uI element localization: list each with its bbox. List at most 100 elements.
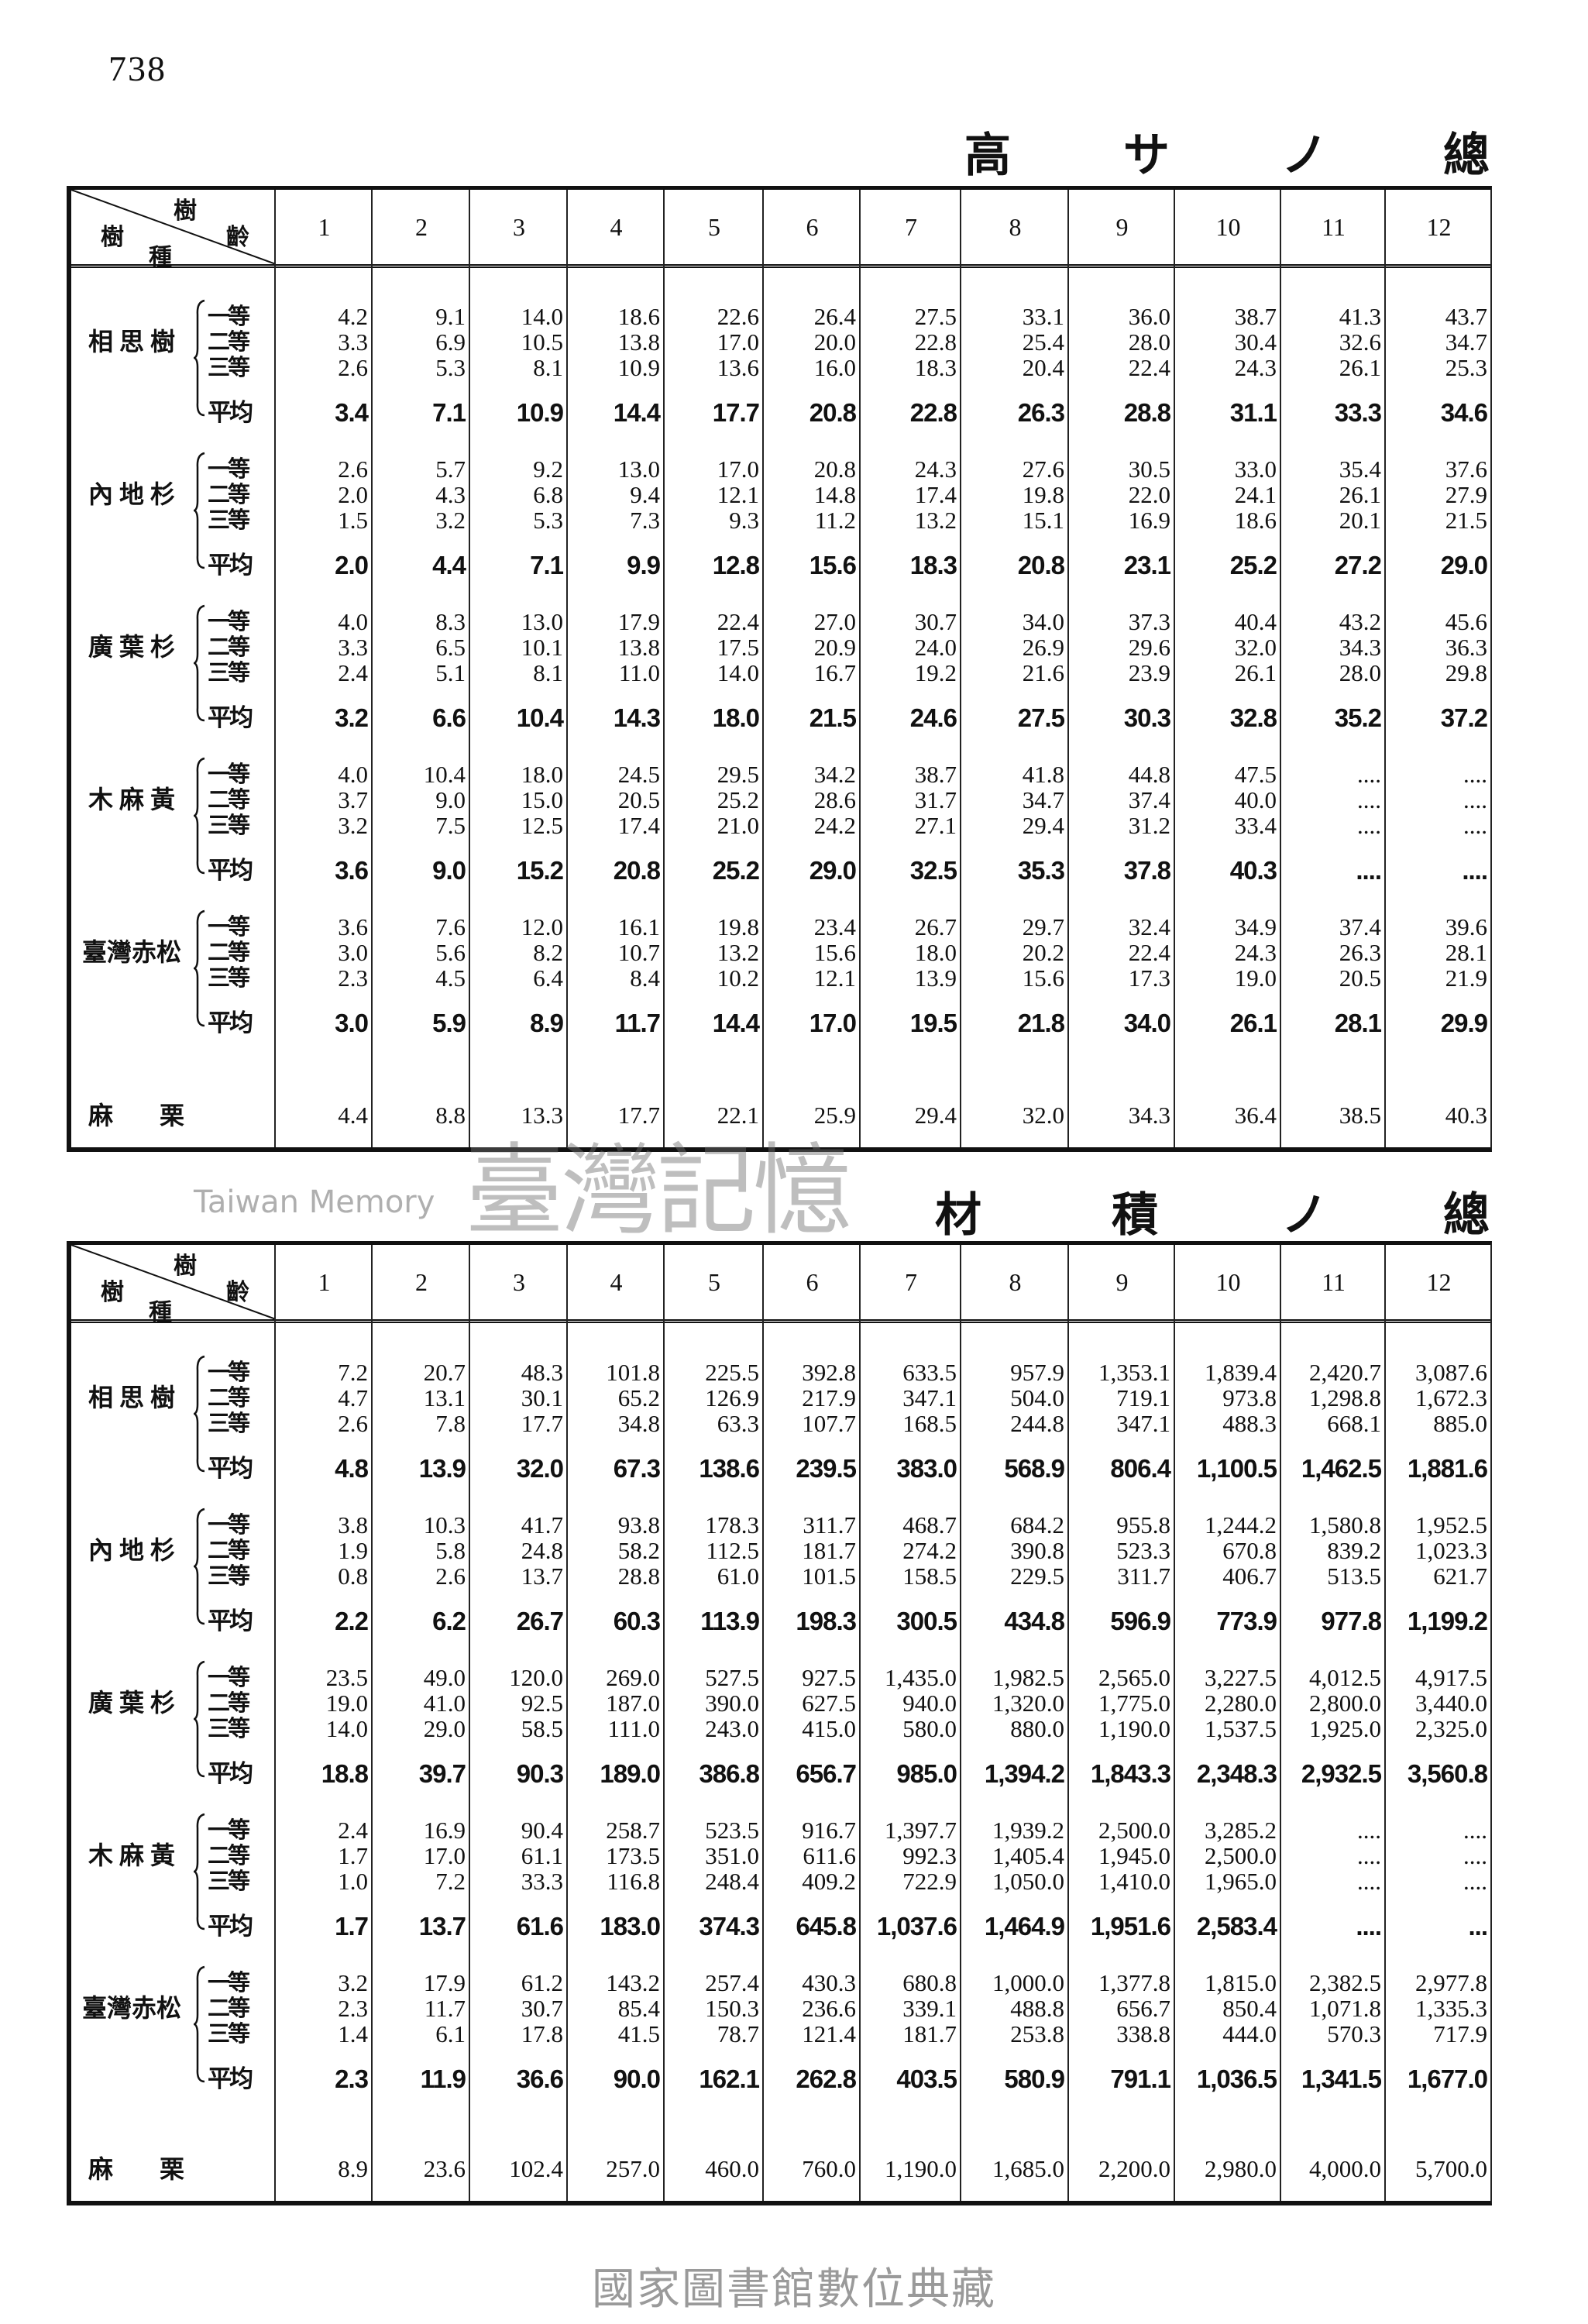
value-cell: 26.1: [1229, 1009, 1277, 1037]
header-label-char: 齡: [226, 1279, 249, 1306]
value-cell: 1,435.0: [885, 1664, 957, 1691]
value-cell: 21.0: [717, 812, 759, 839]
species-group: 一等 7.2 20.7 48.3 101.8 225.5 392.8 633.5 957.9 1,…: [71, 1324, 1490, 1483]
value-cell: 1,672.3: [1415, 1384, 1487, 1411]
grade-row: 三等 2.6 5.3 8.1 10.9 13.6 16.0 18.3 20.4 22.4 24.3 2…: [71, 354, 1490, 381]
species-group: 一等 23.5 49.0 120.0 269.0 527.5 927.5 1,435.0 1,9…: [71, 1629, 1490, 1788]
value-cell: 28.1: [1445, 939, 1487, 966]
row-label-cell: 一等: [71, 1665, 276, 1690]
row-label-cell: 三等: [71, 1868, 276, 1894]
value-cell: 269.0: [606, 1664, 660, 1691]
row-label-cell: 一等: [71, 914, 276, 940]
row-label-cell: 內地杉 二等: [71, 482, 276, 507]
value-cell: 1,982.5: [992, 1664, 1064, 1691]
value-cell: 239.5: [796, 1454, 857, 1483]
header-label-char: 齡: [226, 224, 249, 251]
value-cell: 488.8: [1010, 1995, 1064, 2022]
grade-row: 三等 1.5 3.2 5.3 7.3 9.3 11.2 13.2 15.1 16.9 18.6 20.…: [71, 507, 1490, 534]
grade-row: 內地杉 二等 1.9 5.8 24.8 58.2 112.5 181.7 274.2 390.8 5…: [71, 1537, 1490, 1564]
row-label-cell: 一等: [71, 1512, 276, 1538]
value-cell: 93.8: [617, 1511, 660, 1538]
value-cell: 633.5: [902, 1359, 957, 1386]
value-cell: 3,560.8: [1407, 1759, 1488, 1788]
value-cell: 12.1: [813, 964, 856, 992]
table-body: 一等 7.2 20.7 48.3 101.8 225.5 392.8 633.5 957.9 1,…: [71, 1287, 1490, 2201]
value-cell: 17.0: [717, 328, 759, 356]
value-cell: 90.0: [613, 2064, 661, 2093]
watermark-logo: 臺灣記憶: [465, 1133, 852, 1249]
value-cell: 1,775.0: [1098, 1690, 1170, 1717]
value-cell: 10.9: [617, 354, 660, 381]
value-cell: 189.0: [600, 1759, 661, 1788]
value-cell: 1,945.0: [1098, 1842, 1170, 1869]
average-row: 平均 3.6 9.0 15.2 20.8 25.2 29.0 32.5 35.3 37.8 40.3…: [71, 855, 1490, 886]
value-cell: 24.8: [521, 1537, 563, 1564]
value-cell: 15.6: [1022, 964, 1064, 992]
column-header-age: 8: [1009, 1267, 1022, 1296]
single-species-row: 麻栗 8.9 23.6 102.4 257.0 460.0 760.0 1,190.0 1,68…: [71, 2154, 1490, 2184]
value-cell: 806.4: [1110, 1454, 1171, 1483]
value-cell: ...: [1468, 1912, 1488, 1941]
height-table: 樹齡樹種 1 2 3 4 5 6 7 8 9 10 11 12 一等 4.2 9.1 14.0 18.6 22.6 2…: [67, 186, 1492, 1152]
value-cell: 27.0: [813, 608, 856, 635]
value-cell: 6.2: [432, 1607, 466, 1635]
value-cell: 113.9: [700, 1607, 760, 1635]
species-name: 木麻黃: [88, 785, 182, 814]
grade-row: 三等 14.0 29.0 58.5 111.0 243.0 415.0 580.0 880.0 1…: [71, 1715, 1490, 1742]
value-cell: 20.4: [1022, 354, 1064, 381]
value-cell: 940.0: [902, 1690, 957, 1717]
value-cell: 18.6: [1234, 507, 1277, 534]
value-cell: 880.0: [1010, 1715, 1064, 1742]
value-cell: 488.3: [1222, 1410, 1277, 1437]
value-cell: 33.3: [1334, 398, 1382, 427]
header-label-char: 樹: [174, 198, 197, 225]
value-cell: 523.5: [705, 1817, 759, 1844]
value-cell: 580.9: [1004, 2064, 1065, 2093]
value-cell: 19.8: [1022, 481, 1064, 508]
value-cell: 1,190.0: [885, 2155, 957, 2182]
value-cell: ....: [1463, 786, 1487, 813]
value-cell: 9.4: [630, 481, 660, 508]
row-spacer: [71, 2184, 1490, 2201]
value-cell: 34.0: [1022, 608, 1064, 635]
value-cell: 58.2: [617, 1537, 660, 1564]
table-body: 一等 4.2 9.1 14.0 18.6 22.6 26.4 27.5 33.1 36.0 38.7…: [71, 232, 1490, 1147]
value-cell: 627.5: [802, 1690, 856, 1717]
grade-label: 二等: [208, 939, 250, 965]
grade-label: 三等: [208, 659, 250, 686]
column-header-age: 11: [1322, 1267, 1346, 1296]
average-row: 平均 1.7 13.7 61.6 183.0 374.3 645.8 1,037.6 1,464…: [71, 1911, 1490, 1942]
row-label-cell: 內地杉 二等: [71, 1538, 276, 1563]
row-label-cell: 三等: [71, 1716, 276, 1741]
grade-label: 一等: [208, 1359, 250, 1385]
header-corner-cell: 樹齡樹種: [71, 1245, 276, 1326]
grade-row: 木麻黃 二等 3.7 9.0 15.0 20.5 25.2 28.6 31.7 34.7 37.4 4…: [71, 787, 1490, 813]
value-cell: 16.9: [1128, 507, 1170, 534]
value-cell: 26.3: [1339, 939, 1381, 966]
value-cell: 126.9: [705, 1384, 759, 1411]
value-cell: 40.3: [1229, 856, 1277, 885]
value-cell: 14.0: [717, 659, 759, 686]
row-label-cell: 平均: [71, 1911, 276, 1942]
value-cell: 1,298.8: [1309, 1384, 1381, 1411]
value-cell: 3.0: [338, 939, 368, 966]
grade-row: 臺灣赤松 二等 3.0 5.6 8.2 10.7 13.2 15.6 18.0 20.2 22.4 2…: [71, 939, 1490, 966]
row-label-cell: 麻栗: [71, 2154, 276, 2184]
value-cell: 1,397.7: [885, 1817, 957, 1844]
value-cell: 523.3: [1116, 1537, 1170, 1564]
value-cell: 20.8: [1017, 551, 1065, 579]
species-group: 一等 3.6 7.6 12.0 16.1 19.8 23.4 26.7 29.7 32.4 34.9…: [71, 878, 1490, 1037]
row-label-cell: 三等: [71, 2021, 276, 2047]
value-cell: 13.9: [914, 964, 957, 992]
value-cell: 47.5: [1234, 761, 1277, 788]
grade-row: 廣葉杉 二等 19.0 41.0 92.5 187.0 390.0 627.5 940.0 1,3…: [71, 1690, 1490, 1717]
value-cell: 992.3: [902, 1842, 957, 1869]
value-cell: 18.8: [321, 1759, 369, 1788]
value-cell: 29.8: [1445, 659, 1487, 686]
value-cell: 347.1: [1116, 1410, 1170, 1437]
species-name: 麻栗: [88, 2154, 232, 2184]
value-cell: 4.3: [435, 481, 466, 508]
value-cell: 347.1: [902, 1384, 957, 1411]
value-cell: 1.0: [338, 1868, 368, 1895]
grade-row: 三等 0.8 2.6 13.7 28.8 61.0 101.5 158.5 229.5 311.7…: [71, 1563, 1490, 1590]
